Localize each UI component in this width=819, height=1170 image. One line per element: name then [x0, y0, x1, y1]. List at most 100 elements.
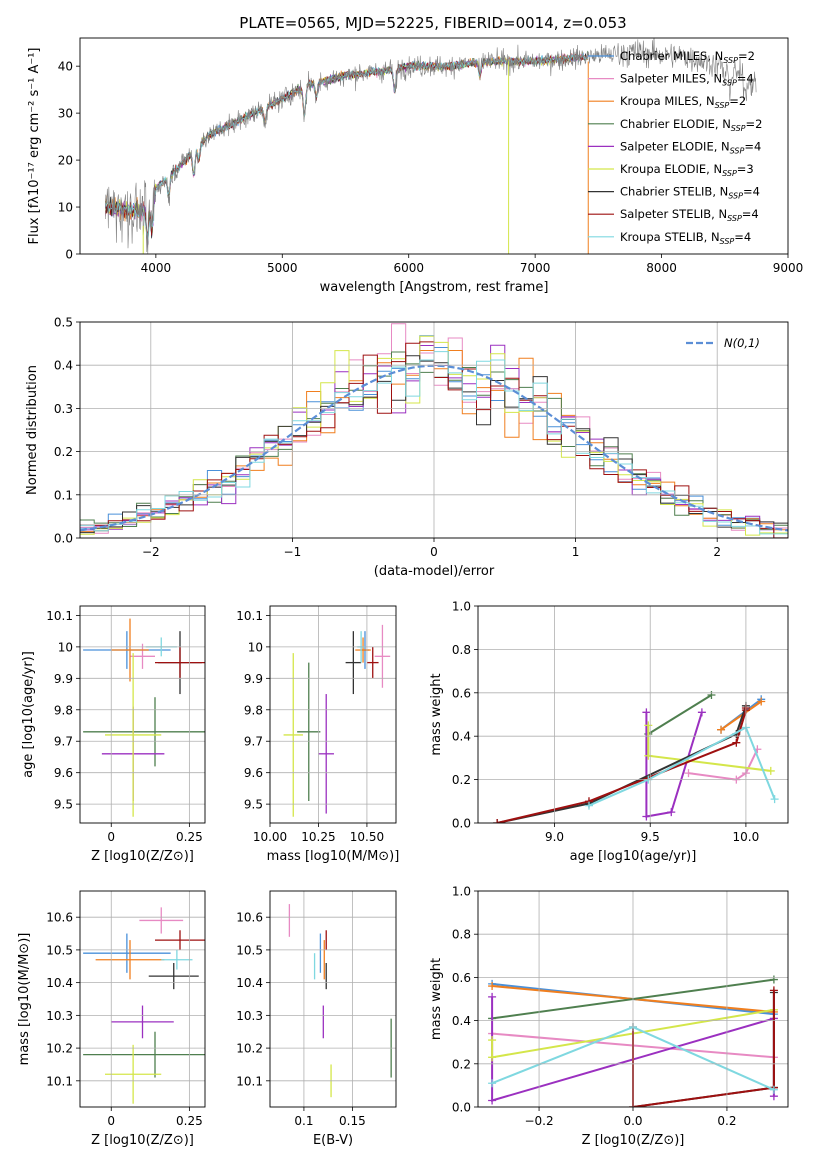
plot-area [288, 904, 392, 1098]
legend-n: N [711, 230, 720, 244]
series-marker [644, 721, 653, 730]
model-spectrum-salpeter-elodie [104, 52, 588, 245]
y-tick-label: 0.0 [54, 532, 73, 546]
x-tick-label: 10.25 [301, 830, 335, 844]
series-marker [769, 986, 778, 995]
model-spectrum-chabrier-stelib [104, 53, 589, 245]
y-tick-label: 0 [65, 248, 73, 262]
legend-n: N [715, 49, 724, 63]
x-tick-label: 0 [430, 545, 438, 559]
age-vs-Z-panel: 0 0.25 9.5 9.6 9.7 9.8 9.9 10 10.1 Z [log10(Z/Z⊙)… [21, 605, 206, 864]
y-tick-label: 9.6 [54, 766, 73, 780]
series-marker [717, 725, 726, 734]
series-kroupa-miles [720, 700, 762, 731]
legend-n: N [721, 139, 730, 153]
series-marker [642, 708, 651, 717]
x-tick-label: 9.5 [641, 830, 660, 844]
series-kroupa-elodie [647, 725, 771, 772]
legend-label: Salpeter ELODIE, NSSP=4 [620, 139, 761, 155]
legend-sub: SSP [727, 214, 742, 223]
series-marker [488, 982, 497, 991]
y-tick-label: 10.6 [46, 911, 73, 925]
legend-sub: SSP [731, 124, 746, 133]
y-tick-label: 0.0 [452, 1101, 471, 1115]
point-kroupa-elodie [283, 653, 303, 817]
y-tick-label: 9.9 [244, 672, 263, 686]
point-kroupa-elodie [105, 1044, 162, 1104]
y-axis-label: mass weight [429, 673, 444, 755]
legend-n: N [722, 117, 731, 131]
point-chabrier-stelib [345, 631, 362, 695]
legend-sub: SSP [720, 237, 735, 246]
plot-area [83, 618, 205, 817]
y-tick-label: 10.1 [46, 609, 73, 623]
point-salpeter-stelib [155, 930, 205, 950]
series-marker [644, 751, 653, 760]
y-tick-label: 10.3 [46, 1009, 73, 1023]
y-tick-label: 10.4 [236, 976, 263, 990]
axes-frame [477, 605, 789, 824]
legend-value: =3 [737, 162, 754, 176]
plot-area [283, 624, 391, 817]
legend-model: Salpeter MILES [620, 72, 706, 86]
legend-label: Chabrier ELODIE, NSSP=2 [620, 117, 762, 133]
mass-weight-vs-age-panel: 9.0 9.5 10.0 0.0 0.2 0.4 0.6 0.8 1.0 age [log10(a… [429, 600, 789, 864]
x-tick-label: 10.0 [733, 830, 760, 844]
y-tick-label: 0.2 [452, 1057, 471, 1071]
y-tick-label: 9.8 [54, 703, 73, 717]
x-axis-label: mass [log10(M/M⊙)] [267, 849, 400, 864]
axes-frame [79, 605, 206, 824]
legend-sub: SSP [722, 169, 737, 178]
mass-vs-ebv-panel: 0.1 0.15 10.1 10.2 10.3 10.4 10.5 10.6 E(B-V) [236, 890, 397, 1148]
age-vs-mass-panel: 10.00 10.25 10.50 9.5 9.6 9.7 9.8 9.9 10 10.1 mass… [236, 605, 400, 864]
series-salpeter-miles [688, 748, 759, 781]
x-tick-label: 0.25 [176, 830, 203, 844]
point-chabrier-elodie [83, 1031, 205, 1078]
series-marker [488, 1079, 497, 1088]
y-tick-label: 1.0 [452, 885, 471, 899]
observed-spectrum [105, 38, 757, 254]
point-chabrier-miles [83, 933, 171, 973]
y-tick-label: 0.6 [452, 971, 471, 985]
legend-value: =4 [744, 139, 761, 153]
x-axis-label: Z [log10(Z/Z⊙)] [91, 1133, 194, 1148]
x-tick-label: −1 [284, 545, 302, 559]
x-tick-label: 0.25 [176, 1114, 203, 1128]
series-chabrier-stelib [496, 705, 747, 823]
legend-label: Kroupa ELODIE, NSSP=3 [620, 162, 754, 178]
point-salpeter-elodie [318, 694, 334, 814]
legend-value: =4 [742, 207, 759, 221]
y-tick-label: 0.4 [54, 359, 73, 373]
y-tick-label: 20 [58, 154, 73, 168]
plot-area [104, 38, 757, 254]
spectrum-panel: 4000 5000 6000 7000 8000 9000 0 10 20 30 40 wavelen… [27, 37, 804, 295]
figure-title: PLATE=0565, MJD=52225, FIBERID=0014, z=0… [239, 14, 626, 32]
y-tick-label: 0.1 [54, 488, 73, 502]
model-spectrum-salpeter-stelib [104, 53, 589, 236]
legend-n: N [720, 185, 729, 199]
series-marker [697, 708, 706, 717]
x-axis-label: wavelength [Angstrom, rest frame] [320, 280, 549, 295]
x-tick-label: 0.15 [339, 1114, 366, 1128]
legend-label: Salpeter STELIB, NSSP=4 [620, 207, 759, 223]
series-marker [707, 690, 716, 699]
series-marker [488, 1096, 497, 1105]
y-tick-label: 10.6 [236, 911, 263, 925]
series-marker [770, 795, 779, 804]
legend-n: N [713, 162, 722, 176]
y-tick-label: 9.5 [244, 798, 263, 812]
series-marker [488, 992, 497, 1001]
y-tick-label: 10.5 [236, 943, 263, 957]
axes-frame [269, 890, 397, 1108]
series-marker [766, 766, 775, 775]
legend-label: Salpeter MILES, NSSP=4 [620, 72, 754, 88]
legend-model: Kroupa STELIB [620, 230, 704, 244]
x-tick-label: 9000 [773, 261, 804, 275]
x-tick-label: 1 [572, 545, 580, 559]
mass-weight-vs-Z-panel: −0.2 0.0 0.2 0.0 0.2 0.4 0.6 0.8 1.0 Z [log10(Z/Z… [429, 885, 789, 1148]
y-axis-label: mass [log10(M/M⊙)] [17, 933, 32, 1066]
legend-value: =2 [738, 49, 755, 63]
point-chabrier-stelib [148, 963, 199, 990]
x-tick-label: 0.2 [717, 1114, 736, 1128]
